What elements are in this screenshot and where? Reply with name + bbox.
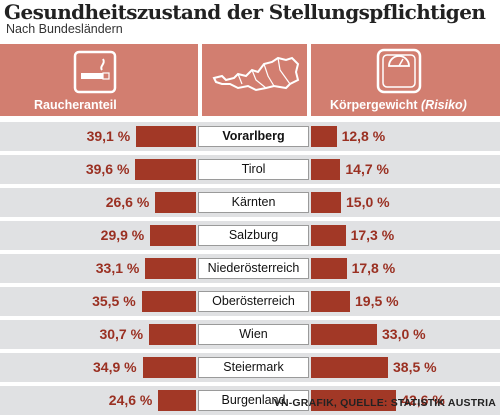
- weight-bar: [311, 225, 346, 246]
- weight-bar: [311, 126, 337, 147]
- state-label: Vorarlberg: [198, 126, 309, 147]
- weight-value-label: 42,6 %: [401, 392, 445, 408]
- smokers-value-label: 35,5 %: [92, 293, 136, 309]
- state-label: Tirol: [198, 159, 309, 180]
- smokers-value-label: 30,7 %: [99, 326, 144, 342]
- weight-value-label: 33,0 %: [382, 326, 426, 342]
- smokers-bar: [142, 357, 196, 378]
- smokers-bar: [135, 159, 196, 180]
- weight-bar: [311, 258, 347, 279]
- weight-value-label: 17,8 %: [351, 260, 396, 276]
- weight-bar: [311, 357, 388, 378]
- weight-header-label: Körpergewicht (Risiko): [330, 98, 467, 112]
- weight-bar: [311, 159, 341, 180]
- weight-bar: [311, 291, 350, 312]
- weight-value-label: 17,3 %: [350, 227, 395, 243]
- state-label: Burgenland: [198, 390, 309, 411]
- smokers-value-label: 33,1 %: [95, 260, 140, 276]
- chart-title: Gesundheitszustand der Stellungspflichti…: [4, 0, 486, 24]
- state-label: Kärnten: [198, 192, 309, 213]
- smokers-bar: [150, 225, 196, 246]
- weight-header: [311, 44, 500, 116]
- smokers-bar: [145, 258, 196, 279]
- source-note: VN-GRAFIK, QUELLE: STATISTIK AUSTRIA: [273, 397, 496, 409]
- smokers-bar: [155, 192, 196, 213]
- smokers-bar: [141, 291, 196, 312]
- weight-bar: [311, 192, 341, 213]
- smokers-header-label: Raucheranteil: [34, 98, 117, 112]
- smokers-bar: [158, 390, 196, 411]
- state-label: Wien: [198, 324, 309, 345]
- weight-value-label: 15,0 %: [346, 194, 390, 210]
- scale-icon: [376, 48, 422, 99]
- weight-bar: [311, 324, 377, 345]
- weight-header-main: Körpergewicht: [330, 98, 418, 112]
- state-label: Niederösterreich: [198, 258, 309, 279]
- smokers-value-label: 34,9 %: [93, 359, 137, 375]
- weight-value-label: 12,8 %: [341, 128, 386, 144]
- smokers-value-label: 39,6 %: [85, 161, 130, 177]
- weight-value-label: 19,5 %: [355, 293, 399, 309]
- weight-bar: [311, 390, 397, 411]
- austria-map-icon: [212, 54, 300, 99]
- state-label: Steiermark: [198, 357, 309, 378]
- smokers-bar: [149, 324, 196, 345]
- smokers-value-label: 39,1 %: [86, 128, 131, 144]
- state-label: Salzburg: [198, 225, 309, 246]
- smokers-value-label: 29,9 %: [100, 227, 145, 243]
- smokers-value-label: 24,6 %: [108, 392, 153, 408]
- map-header: [202, 44, 307, 116]
- weight-value-label: 14,7 %: [345, 161, 389, 177]
- state-label: Oberösterreich: [198, 291, 309, 312]
- smokers-value-label: 26,6 %: [105, 194, 150, 210]
- smokers-header: [0, 44, 198, 116]
- weight-header-italic: (Risiko): [421, 98, 467, 112]
- weight-value-label: 38,5 %: [393, 359, 437, 375]
- cigarette-icon: [73, 50, 117, 99]
- smokers-bar: [136, 126, 196, 147]
- chart-subtitle: Nach Bundesländern: [6, 22, 123, 36]
